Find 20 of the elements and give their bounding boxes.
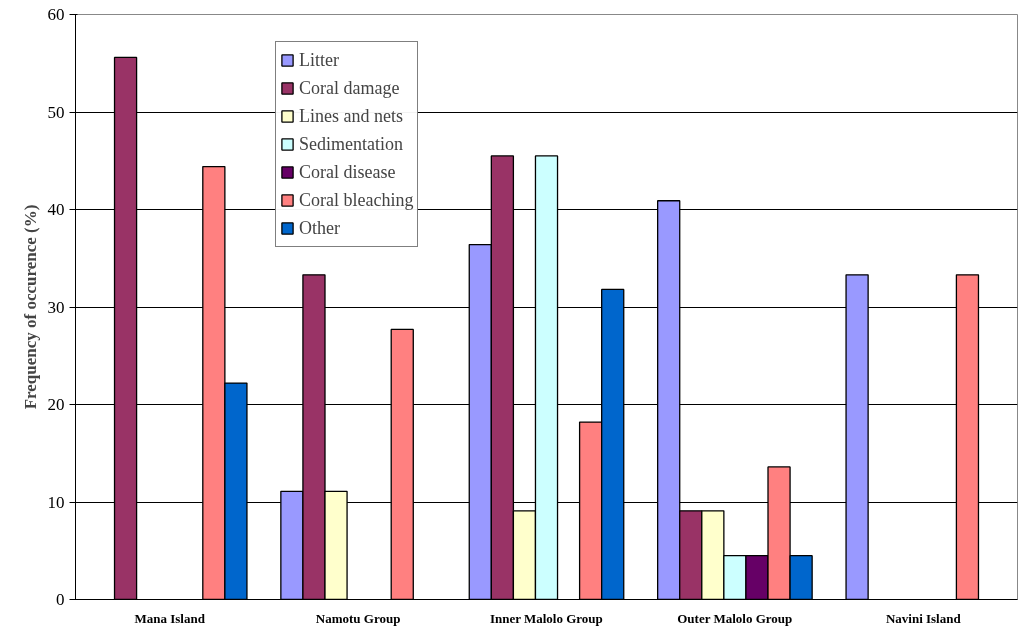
y-tick-label: 40 bbox=[47, 200, 65, 219]
legend-label: Coral bleaching bbox=[299, 188, 414, 212]
y-tick-label: 10 bbox=[47, 492, 65, 512]
legend-label: Sedimentation bbox=[299, 132, 403, 156]
legend-label: Coral disease bbox=[299, 160, 396, 184]
y-tick-label: 50 bbox=[47, 102, 65, 122]
y-axis-title: Frequency of occurence (%) bbox=[20, 204, 40, 410]
legend-label: Lines and nets bbox=[299, 104, 403, 128]
legend-label: Coral damage bbox=[299, 76, 400, 100]
y-tick-label: 60 bbox=[47, 5, 65, 24]
x-tick-label: Mana Island bbox=[134, 610, 206, 626]
x-tick-label: Namotu Group bbox=[315, 610, 401, 626]
y-tick-label: 20 bbox=[47, 395, 65, 414]
x-tick-label: Navini Island bbox=[885, 610, 962, 626]
legend-label: Other bbox=[299, 216, 340, 240]
y-tick-label: 30 bbox=[47, 297, 65, 317]
x-tick-label: Outer Malolo Group bbox=[677, 610, 793, 626]
x-tick-label: Inner Malolo Group bbox=[489, 610, 603, 626]
y-tick-label: 0 bbox=[56, 590, 65, 609]
legend-label: Litter bbox=[299, 48, 339, 72]
